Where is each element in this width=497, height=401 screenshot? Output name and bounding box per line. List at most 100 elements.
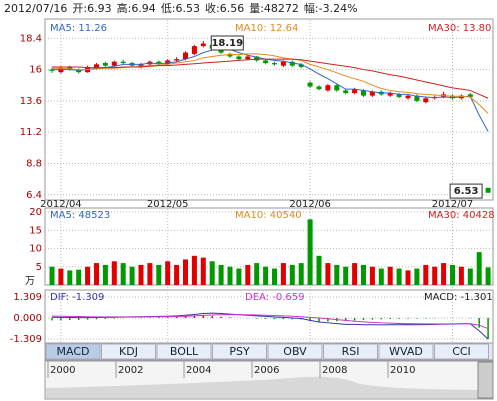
tab[interactable]: PSY — [212, 343, 267, 360]
volume-bar — [280, 263, 286, 285]
candle-body — [102, 63, 108, 66]
tab-button[interactable] — [45, 343, 101, 360]
tab-button[interactable] — [378, 343, 434, 360]
tab-button[interactable] — [156, 343, 212, 360]
timeline-handle[interactable] — [477, 361, 494, 399]
timeline-year: 2002 — [118, 365, 143, 376]
x-tick-label: 2012/05 — [147, 199, 189, 210]
volume-bar — [102, 264, 108, 285]
timeline-year: 2000 — [50, 365, 75, 376]
candle-body — [272, 63, 277, 65]
legend-entry: MA10: 40540 — [235, 210, 302, 221]
candle-body — [165, 60, 171, 65]
volume-bar — [191, 255, 197, 285]
candle-body — [49, 69, 55, 71]
volume-bar — [200, 257, 206, 285]
candle-body — [94, 64, 99, 69]
volume-bar — [414, 268, 420, 285]
candle-body — [156, 61, 162, 64]
timeline-year: 2008 — [322, 365, 347, 376]
volume-bar — [316, 255, 322, 285]
annotation-box — [449, 183, 483, 199]
candle-body — [352, 89, 358, 94]
header-item: 幅:-3.24% — [304, 2, 358, 15]
volume-bar — [254, 263, 260, 285]
volume-bar — [396, 268, 402, 285]
tab-button[interactable] — [323, 343, 378, 360]
tab[interactable]: KDJ — [101, 343, 156, 360]
tab-label[interactable]: RSI — [342, 345, 360, 358]
tab-button[interactable] — [212, 343, 267, 360]
annotation-box — [210, 35, 244, 51]
candle-body — [191, 46, 197, 54]
volume-bar — [289, 264, 295, 285]
tab-label[interactable]: PSY — [229, 345, 250, 358]
volume-bar — [361, 264, 366, 285]
candle-body — [316, 86, 322, 90]
tab-label[interactable]: MACD — [57, 345, 90, 358]
legend-entry: MA5: 48523 — [50, 210, 110, 221]
volume-bar — [67, 270, 73, 285]
volume-bar — [236, 268, 242, 285]
volume-bar — [111, 261, 117, 285]
tab[interactable]: WVAD — [378, 343, 434, 360]
timeline-area — [46, 376, 478, 398]
y-tick-label: 10 — [29, 244, 42, 255]
legend-entry: MA5: 11.26 — [50, 23, 107, 34]
legend-entry: MA10: 12.64 — [235, 23, 298, 34]
volume-bar — [343, 266, 349, 285]
legend-entry: MACD: -1.301 — [424, 292, 493, 303]
tab-label[interactable]: BOLL — [170, 345, 199, 358]
timeline-year: 2006 — [254, 365, 279, 376]
volume-bar — [147, 263, 153, 285]
candle-body — [280, 61, 286, 66]
macd-line — [51, 314, 489, 330]
candle-body — [361, 90, 366, 96]
candle-body — [405, 95, 411, 99]
volume-bar — [76, 269, 82, 285]
volume-bar — [450, 264, 455, 285]
volume-bar — [156, 264, 162, 285]
tab-button[interactable] — [267, 343, 323, 360]
candle-body — [58, 68, 64, 73]
volume-bar — [183, 259, 188, 285]
candle-body — [183, 52, 188, 60]
x-tick-label: 2012/07 — [432, 199, 474, 210]
volume-bar — [218, 264, 224, 285]
legend-entry: MA30: 40428 — [428, 210, 495, 221]
volume-bar — [325, 263, 331, 285]
ma-line — [52, 58, 489, 99]
candle-body — [450, 95, 455, 99]
tab-label[interactable]: CCI — [452, 345, 471, 358]
candle-body — [263, 60, 269, 64]
candle-body — [67, 66, 73, 70]
x-tick-label: 2012/06 — [289, 199, 331, 210]
ma-line — [52, 48, 489, 132]
tab[interactable]: MACD — [45, 343, 101, 360]
tab-label[interactable]: OBV — [283, 345, 307, 358]
tab-button[interactable] — [434, 343, 489, 360]
price-panel — [44, 18, 494, 201]
candle-body — [467, 94, 473, 97]
y-tick-label: 18.4 — [20, 33, 42, 44]
tab-button[interactable] — [101, 343, 156, 360]
candle-body — [174, 59, 180, 61]
candle-body — [218, 50, 224, 53]
candle-body — [254, 56, 260, 61]
y-tick-label: 1.309 — [13, 292, 42, 303]
y-tick-label: 20 — [29, 207, 42, 218]
tab[interactable]: OBV — [267, 343, 323, 360]
legend-entry: DEA: -0.659 — [245, 292, 304, 303]
tab[interactable]: CCI — [434, 343, 489, 360]
volume-bar — [441, 263, 447, 285]
header-item: 2012/07/16 — [4, 2, 67, 15]
tab-label[interactable]: KDJ — [119, 345, 138, 358]
volume-bar — [352, 263, 358, 285]
volume-bar — [94, 263, 99, 285]
tab[interactable]: RSI — [323, 343, 378, 360]
volume-bar — [227, 266, 233, 285]
tab[interactable]: BOLL — [156, 343, 212, 360]
volume-bar — [245, 264, 251, 285]
volume-bar — [120, 263, 126, 285]
tab-label[interactable]: WVAD — [389, 345, 423, 358]
